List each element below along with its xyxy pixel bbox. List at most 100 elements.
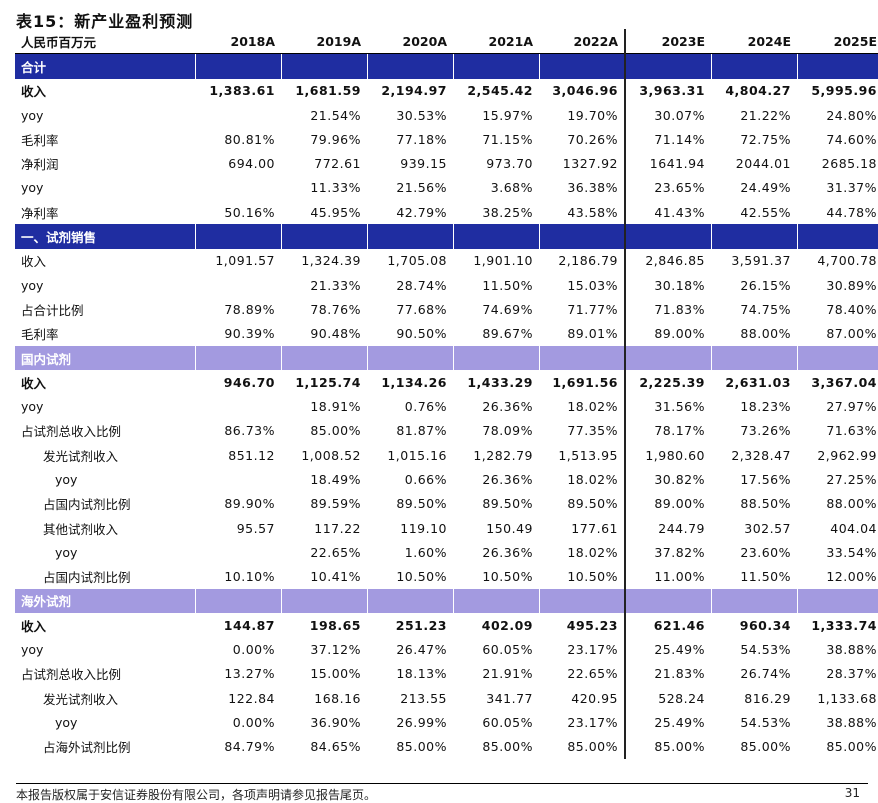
table-row: yoy 18.49% 0.66% 26.36% 18.02% 30.82% 17.56% 27…: [15, 467, 878, 492]
cell-value: 30.07%: [624, 102, 711, 128]
table-row: 占试剂总收入比例 86.73% 85.00% 81.87% 78.09% 77.35% 78…: [15, 418, 878, 444]
cell-value: [539, 588, 626, 614]
cell-value: 11.00%: [624, 564, 711, 589]
table-row: 占海外试剂比例 84.79% 84.65% 85.00% 85.00% 85.00% 85.…: [15, 734, 878, 759]
cell-value: 404.04: [830, 520, 877, 536]
cell-value: [539, 224, 626, 249]
cell-value: 79.96%: [310, 131, 361, 147]
cell-value: 621.46: [624, 613, 711, 638]
cell-value: 1,282.79: [473, 447, 533, 463]
cell-value: 1,333.74: [811, 617, 877, 633]
cell-value: 23.17%: [567, 642, 618, 658]
cell-value: 28.74%: [396, 277, 447, 293]
cell-value: 38.88%: [826, 714, 877, 730]
cell-value: 85.00%: [310, 423, 361, 439]
year-header: 2022A: [539, 29, 625, 55]
cell-value: 36.90%: [310, 714, 361, 730]
cell-value: 939.15: [400, 156, 447, 172]
cell-value: 18.02%: [567, 399, 618, 415]
cell-value: [281, 345, 368, 371]
row-label: 收入: [21, 618, 47, 634]
table-row: 收入 946.70 1,125.74 1,134.26 1,433.29 1,691.56…: [15, 370, 878, 395]
cell-value: [711, 345, 798, 371]
cell-value: 1,008.52: [301, 447, 361, 463]
cell-value: 402.09: [481, 617, 533, 633]
table-row: 占试剂总收入比例 13.27% 15.00% 18.13% 21.91% 22.65% 21…: [15, 661, 878, 687]
row-label: 发光试剂收入: [43, 691, 119, 707]
cell-value: [453, 53, 540, 79]
cell-value: 1,015.16: [387, 447, 447, 463]
cell-value: 816.29: [744, 690, 791, 706]
cell-value: 851.12: [228, 447, 275, 463]
row-label: 收入: [21, 375, 47, 391]
cell-value: 26.74%: [740, 666, 791, 682]
cell-value: 2,962.99: [817, 447, 877, 463]
cell-value: 495.23: [566, 617, 618, 633]
cell-value: 10.50%: [482, 569, 533, 585]
cell-value: 13.27%: [224, 666, 275, 682]
cell-value: [539, 345, 626, 371]
row-label: yoy: [21, 277, 44, 293]
cell-value: 19.70%: [567, 107, 618, 123]
cell-value: 1,134.26: [381, 374, 447, 390]
cell-value: 3,963.31: [624, 78, 711, 103]
cell-value: 78.17%: [624, 418, 711, 444]
cell-value: [195, 273, 281, 297]
cell-value: 21.91%: [482, 666, 533, 682]
cell-value: 1.60%: [404, 544, 447, 560]
cell-value: 25.49%: [624, 710, 711, 735]
cell-value: 28.37%: [826, 666, 877, 682]
cell-value: 37.82%: [624, 540, 711, 565]
cell-value: 1641.94: [624, 151, 711, 176]
row-label: yoy: [21, 399, 44, 415]
row-label: yoy: [21, 107, 44, 123]
cell-value: 31.56%: [624, 394, 711, 419]
year-header: 2019A: [281, 29, 367, 55]
cell-value: 85.00%: [567, 739, 618, 755]
cell-value: 30.53%: [396, 107, 447, 123]
cell-value: 3,046.96: [552, 83, 618, 99]
row-label: 毛利率: [21, 132, 59, 148]
table-row: yoy 0.00% 36.90% 26.99% 60.05% 23.17% 25.49% 54…: [15, 710, 878, 735]
year-header: 2018A: [195, 29, 281, 55]
table-row: 收入 144.87 198.65 251.23 402.09 495.23 621.46 96…: [15, 613, 878, 638]
cell-value: 3,367.04: [811, 374, 877, 390]
table-row: 收入 1,091.57 1,324.39 1,705.08 1,901.10 2,186.…: [15, 248, 878, 273]
cell-value: 71.63%: [826, 423, 877, 439]
cell-value: 2,328.47: [731, 447, 791, 463]
table-body: 合计 收入 1,383.61 1,681.59 2,194.97 2,545.42 3,04…: [15, 53, 878, 759]
cell-value: 420.95: [571, 690, 618, 706]
cell-value: 144.87: [223, 617, 275, 633]
cell-value: 89.59%: [310, 496, 361, 512]
table-row: 发光试剂收入 851.12 1,008.52 1,015.16 1,282.79 1,51…: [15, 443, 878, 468]
cell-value: 78.40%: [826, 301, 877, 317]
cell-value: 117.22: [314, 520, 361, 536]
footer-disclaimer: 本报告版权属于安信证券股份有限公司，各项声明请参见报告尾页。: [16, 788, 377, 802]
cell-value: 2044.01: [735, 156, 791, 172]
cell-value: 251.23: [395, 617, 447, 633]
row-label: 占试剂总收入比例: [21, 667, 122, 683]
row-label: 国内试剂: [15, 345, 196, 371]
cell-value: 78.09%: [482, 423, 533, 439]
row-label: 收入: [21, 84, 47, 100]
cell-value: [195, 345, 282, 371]
cell-value: 0.00%: [232, 642, 275, 658]
table-row: yoy 0.00% 37.12% 26.47% 60.05% 23.17% 25.49% 54…: [15, 637, 878, 662]
cell-value: 89.67%: [482, 326, 533, 342]
cell-value: 30.89%: [826, 277, 877, 293]
unit-label: 人民币百万元: [15, 29, 195, 55]
cell-value: [367, 53, 454, 79]
cell-value: 27.25%: [826, 471, 877, 487]
cell-value: 85.00%: [624, 734, 711, 759]
table-row: yoy 11.33% 21.56% 3.68% 36.38% 23.65% 24.49% 31…: [15, 175, 878, 201]
cell-value: 38.88%: [826, 642, 877, 658]
cell-value: 85.00%: [740, 739, 791, 755]
row-label: 占试剂总收入比例: [21, 424, 122, 440]
cell-value: [453, 345, 540, 371]
cell-value: 21.56%: [396, 180, 447, 196]
cell-value: 1,433.29: [467, 374, 533, 390]
cell-value: 1,383.61: [209, 83, 275, 99]
cell-value: 17.56%: [740, 471, 791, 487]
cell-value: 88.00%: [826, 496, 877, 512]
cell-value: 41.43%: [624, 200, 711, 225]
